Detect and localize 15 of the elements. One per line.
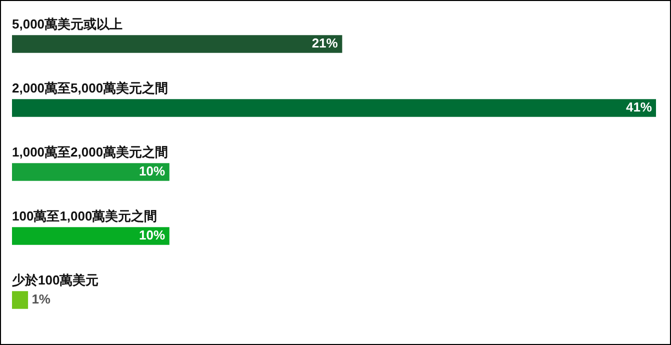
y-tick-label: 1,000萬至2,000萬美元之間 [12, 144, 168, 160]
data-label: 10% [139, 164, 166, 179]
bar [12, 163, 170, 181]
bar [12, 227, 170, 245]
bar [12, 99, 656, 117]
bar [12, 291, 28, 309]
bar [12, 35, 342, 53]
y-tick-label: 少於100萬美元 [11, 272, 99, 288]
data-label: 21% [312, 36, 338, 51]
data-label: 1% [32, 292, 51, 307]
data-label: 41% [626, 100, 652, 115]
y-tick-label: 100萬至1,000萬美元之間 [12, 208, 158, 224]
y-tick-label: 2,000萬至5,000萬美元之間 [12, 80, 168, 96]
data-label: 10% [139, 228, 166, 243]
y-tick-label: 5,000萬美元或以上 [12, 16, 123, 32]
